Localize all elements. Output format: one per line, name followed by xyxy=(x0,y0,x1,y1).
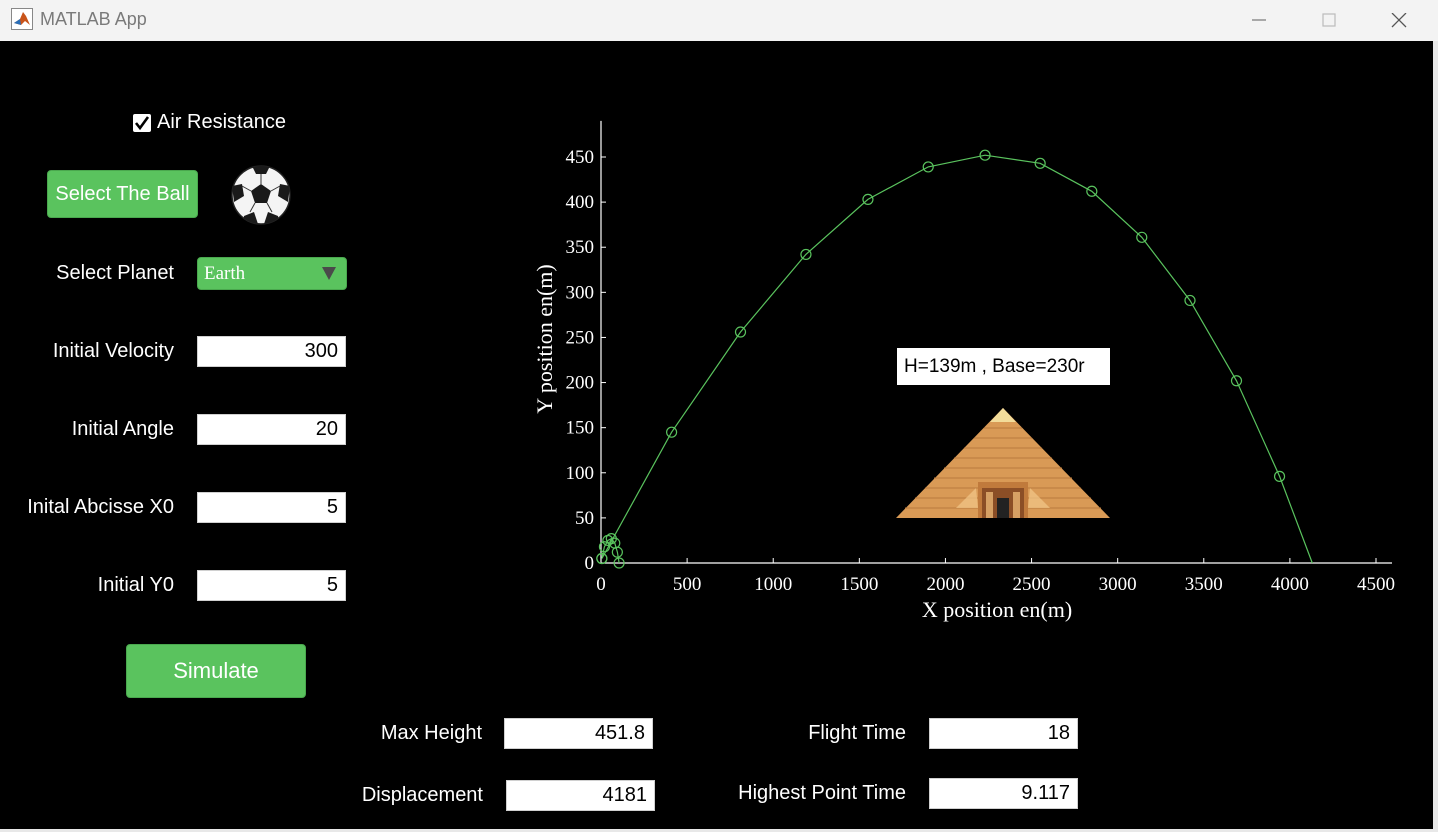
max-height-field[interactable]: 451.8 xyxy=(504,718,653,749)
y-tick-label: 350 xyxy=(566,237,595,258)
simulate-button[interactable]: Simulate xyxy=(126,644,306,698)
trajectory-point xyxy=(734,326,747,338)
y-tick-label: 250 xyxy=(566,327,595,348)
highest-point-time-field[interactable]: 9.117 xyxy=(929,778,1078,809)
displacement-field[interactable]: 4181 xyxy=(506,780,655,811)
trajectory-point xyxy=(1086,185,1098,197)
x-tick-label: 2500 xyxy=(1013,574,1051,595)
x-tick-label: 4500 xyxy=(1357,574,1395,595)
trajectory-point xyxy=(666,426,678,438)
trajectory-point xyxy=(1136,231,1148,243)
trajectory-point xyxy=(800,248,812,261)
flight-time-field[interactable]: 18 xyxy=(929,718,1078,749)
initial-angle-field[interactable]: 20 xyxy=(197,414,346,445)
close-icon xyxy=(1391,13,1407,28)
chart-ticks: 0 500 1000 1500 2000 2500 3000 3500 4000 4500 0 50 1… xyxy=(566,147,1396,595)
y-tick-label: 150 xyxy=(566,418,595,439)
trajectory-line xyxy=(601,154,1313,564)
trajectory-point xyxy=(862,193,874,206)
trajectory-line xyxy=(601,537,620,564)
y-axis-label: Y position en(m) xyxy=(532,264,557,414)
pyramid-label: H=139m , Base=230r xyxy=(897,348,1110,385)
maximize-icon xyxy=(1322,13,1336,27)
trajectory-point xyxy=(1034,157,1046,169)
trajectory-point xyxy=(1184,294,1196,307)
chart-series xyxy=(596,149,1313,569)
title-bar: MATLAB App xyxy=(0,0,1438,41)
maximize-button[interactable] xyxy=(1294,0,1364,41)
initial-velocity-field[interactable]: 300 xyxy=(197,336,346,367)
initial-y0-label: Initial Y0 xyxy=(97,574,174,596)
trajectory-point xyxy=(1230,375,1243,387)
trajectory-point xyxy=(613,557,625,569)
air-resistance-checkbox[interactable] xyxy=(133,114,151,132)
chart-axes xyxy=(600,120,1392,564)
matlab-logo-icon xyxy=(11,8,33,30)
initial-x0-field[interactable]: 5 xyxy=(197,492,346,523)
y-tick-label: 400 xyxy=(566,192,595,213)
pyramid-image xyxy=(896,408,1110,518)
planet-dropdown[interactable]: Earth xyxy=(197,257,347,290)
minimize-button[interactable] xyxy=(1224,0,1294,41)
max-height-label: Max Height xyxy=(380,722,482,744)
trajectory-point xyxy=(1273,470,1286,482)
x-tick-label: 0 xyxy=(596,574,606,595)
y-tick-label: 0 xyxy=(585,553,595,574)
x-tick-label: 2000 xyxy=(926,574,964,595)
initial-velocity-label: Initial Velocity xyxy=(52,340,174,362)
window-border-bottom xyxy=(0,829,1438,832)
y-tick-label: 100 xyxy=(566,463,595,484)
chevron-down-icon xyxy=(322,267,336,280)
checkmark-icon xyxy=(134,116,150,131)
close-button[interactable] xyxy=(1364,0,1434,41)
y-tick-label: 450 xyxy=(566,147,595,168)
select-ball-button[interactable]: Select The Ball xyxy=(47,170,198,218)
minimize-icon xyxy=(1252,19,1266,21)
trajectory-point xyxy=(979,149,991,161)
trajectory-point xyxy=(598,541,611,553)
select-planet-label: Select Planet xyxy=(56,262,174,284)
planet-value: Earth xyxy=(204,263,246,284)
x-tick-label: 1000 xyxy=(754,574,792,595)
x-tick-label: 3000 xyxy=(1099,574,1137,595)
initial-x0-label: Inital Abcisse X0 xyxy=(27,496,174,518)
trajectory-point xyxy=(922,161,934,173)
x-tick-label: 500 xyxy=(673,574,702,595)
trajectory-point xyxy=(596,552,608,565)
air-resistance-label: Air Resistance xyxy=(157,111,286,133)
x-tick-label: 4000 xyxy=(1271,574,1309,595)
y-tick-label: 200 xyxy=(566,373,595,394)
x-axis-label: X position en(m) xyxy=(922,597,1072,622)
initial-y0-field[interactable]: 5 xyxy=(197,570,346,601)
y-tick-label: 300 xyxy=(566,282,595,303)
displacement-label: Displacement xyxy=(361,784,483,806)
highest-point-time-label: Highest Point Time xyxy=(738,782,906,804)
window-title: MATLAB App xyxy=(40,9,147,29)
soccer-ball-icon xyxy=(231,165,291,225)
flight-time-label: Flight Time xyxy=(808,722,906,744)
initial-angle-label: Initial Angle xyxy=(71,418,174,440)
trajectory-point xyxy=(611,546,623,558)
x-tick-label: 1500 xyxy=(840,574,878,595)
window-border xyxy=(1433,41,1438,832)
x-tick-label: 3500 xyxy=(1185,574,1223,595)
y-tick-label: 50 xyxy=(575,508,594,529)
